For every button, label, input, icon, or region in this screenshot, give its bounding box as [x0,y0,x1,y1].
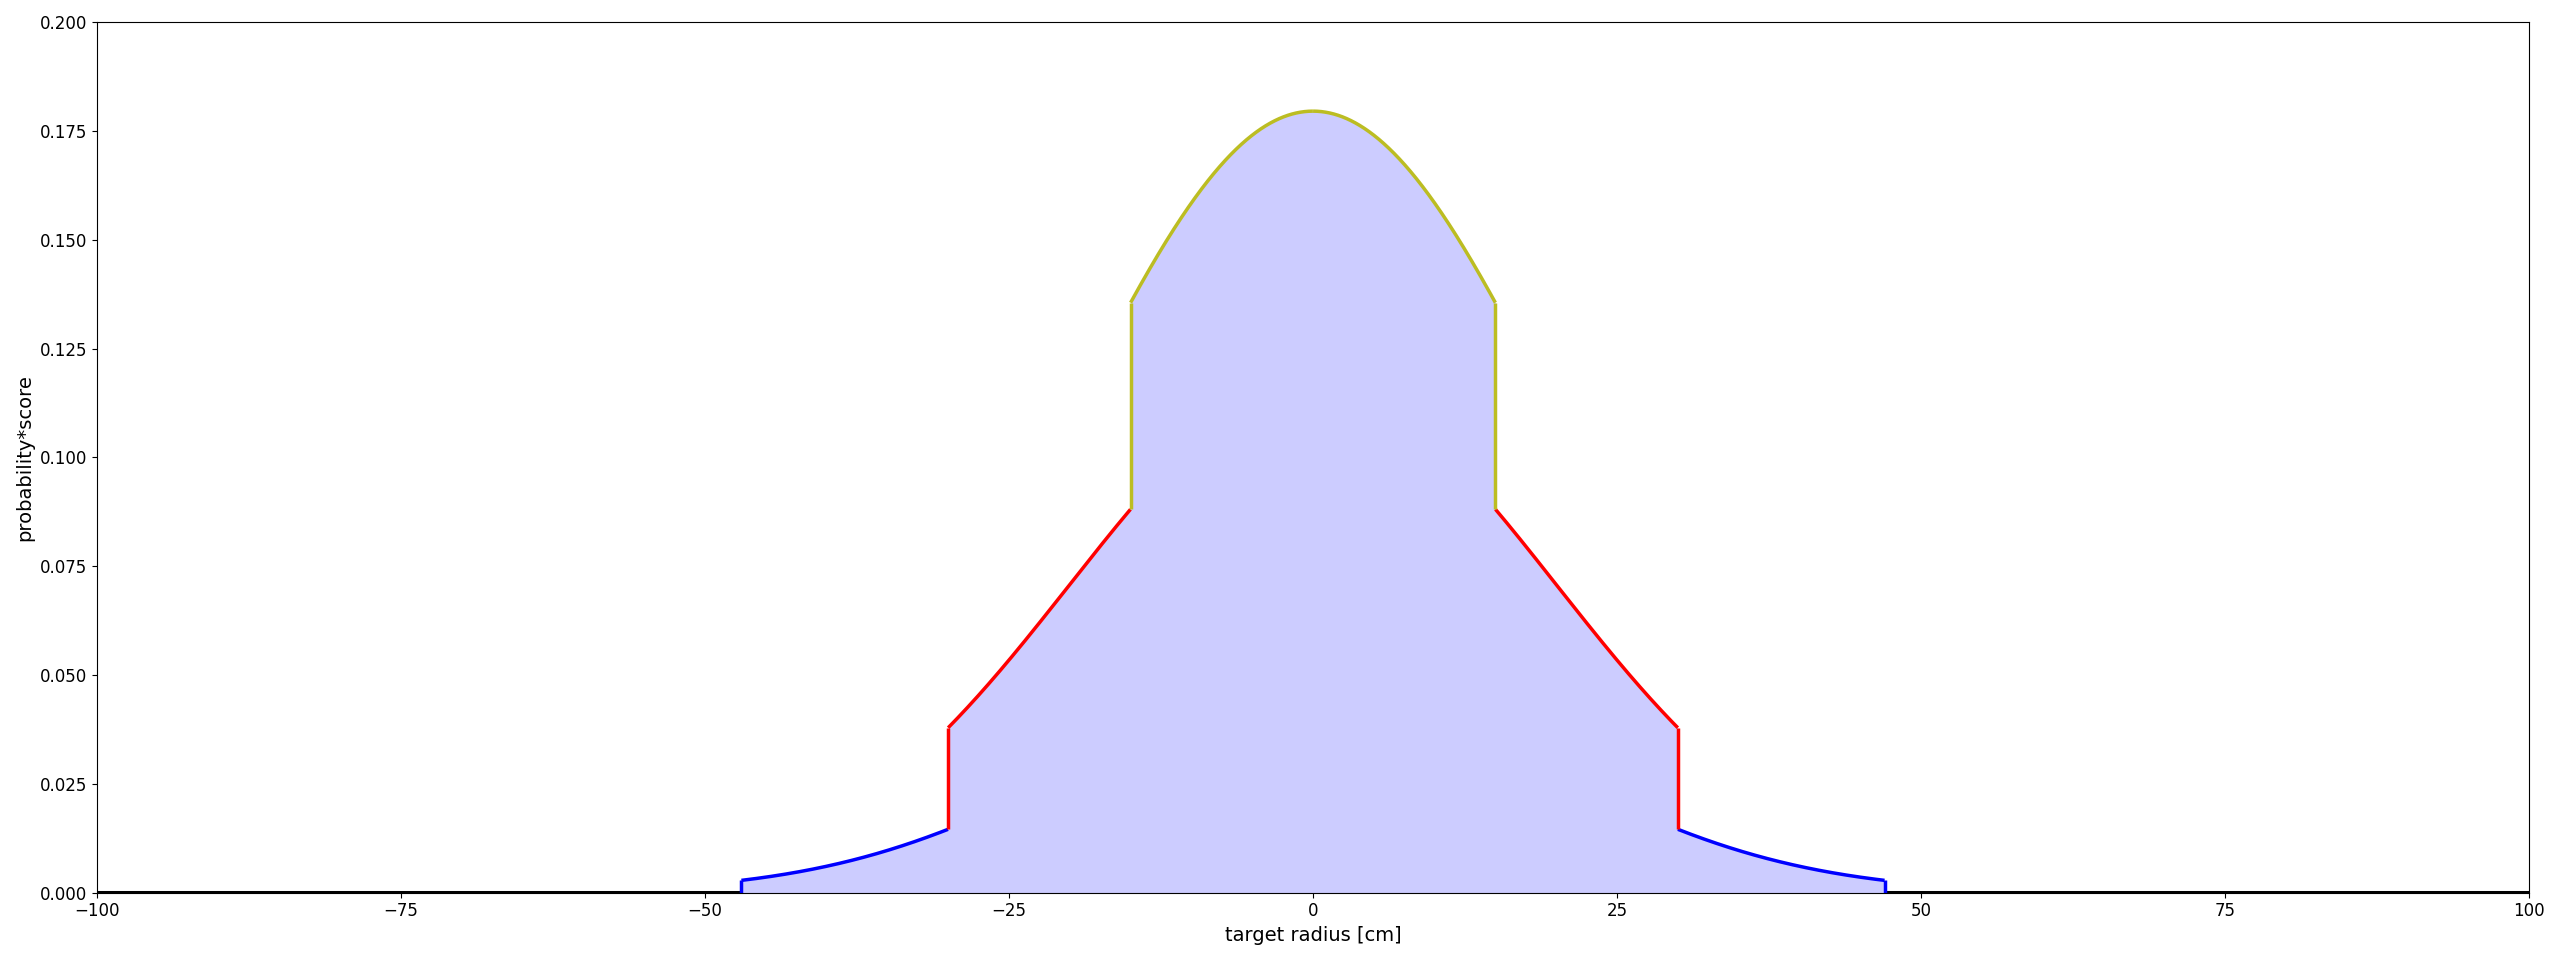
Y-axis label: probability*score: probability*score [15,374,33,540]
X-axis label: target radius [cm]: target radius [cm] [1224,926,1400,945]
